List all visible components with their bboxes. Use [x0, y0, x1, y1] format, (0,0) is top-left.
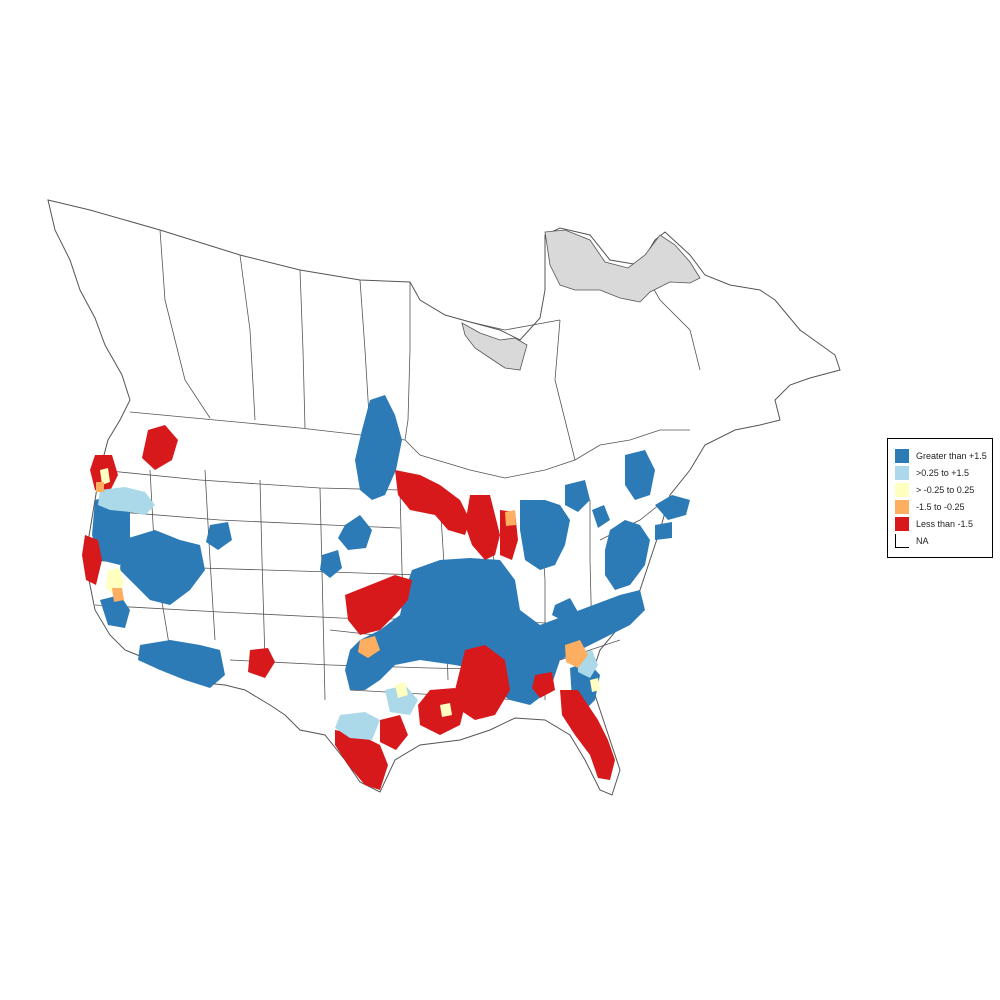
minus-1-5-to-minus-0-25-regions: [96, 482, 588, 668]
legend-swatch: [895, 483, 909, 497]
legend-label: NA: [916, 536, 929, 546]
map-legend: Greater than +1.5 >0.25 to +1.5 > -0.25 to…: [887, 438, 993, 558]
minus-0-25-to-0-25-regions: [100, 468, 600, 717]
legend-swatch: [895, 449, 909, 463]
legend-item: > -0.25 to 0.25: [895, 482, 974, 498]
legend-item: Less than -1.5: [895, 516, 973, 532]
legend-item: NA: [895, 533, 929, 549]
legend-item: >0.25 to +1.5: [895, 465, 969, 481]
legend-item: -1.5 to -0.25: [895, 499, 965, 515]
greater-than-1-5-regions: [92, 395, 690, 710]
legend-swatch: [895, 534, 909, 548]
legend-label: Greater than +1.5: [916, 451, 987, 461]
legend-label: -1.5 to -0.25: [916, 502, 965, 512]
legend-swatch: [895, 517, 909, 531]
legend-item: Greater than +1.5: [895, 448, 987, 464]
legend-swatch: [895, 500, 909, 514]
legend-label: Less than -1.5: [916, 519, 974, 529]
legend-label: >0.25 to +1.5: [916, 468, 970, 478]
legend-label: > -0.25 to 0.25: [916, 485, 975, 495]
na-region-quebec: [544, 229, 701, 303]
legend-swatch: [895, 466, 909, 480]
less-than-minus-1-5-regions: [82, 425, 615, 790]
na-region-ontario: [461, 322, 528, 371]
